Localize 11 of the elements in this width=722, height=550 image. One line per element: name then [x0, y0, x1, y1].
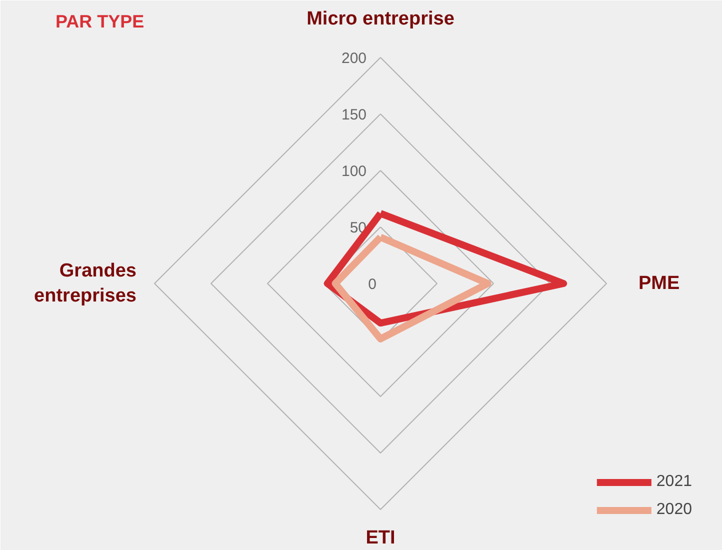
y-tick-label: 0: [368, 276, 376, 293]
spoke-label: ETI: [366, 528, 396, 548]
legend-label: 2021: [656, 473, 692, 491]
legend-label: 2020: [656, 501, 692, 519]
spoke-label: Micro entreprise: [306, 8, 454, 30]
y-tick-label: 200: [341, 50, 367, 67]
y-tick-label: 150: [341, 106, 367, 124]
y-tick-label: 100: [341, 163, 367, 180]
spoke-label: Grandes entreprises: [34, 260, 137, 307]
chart-title: PAR TYPE: [56, 12, 144, 32]
spoke-label: PME: [638, 273, 680, 294]
